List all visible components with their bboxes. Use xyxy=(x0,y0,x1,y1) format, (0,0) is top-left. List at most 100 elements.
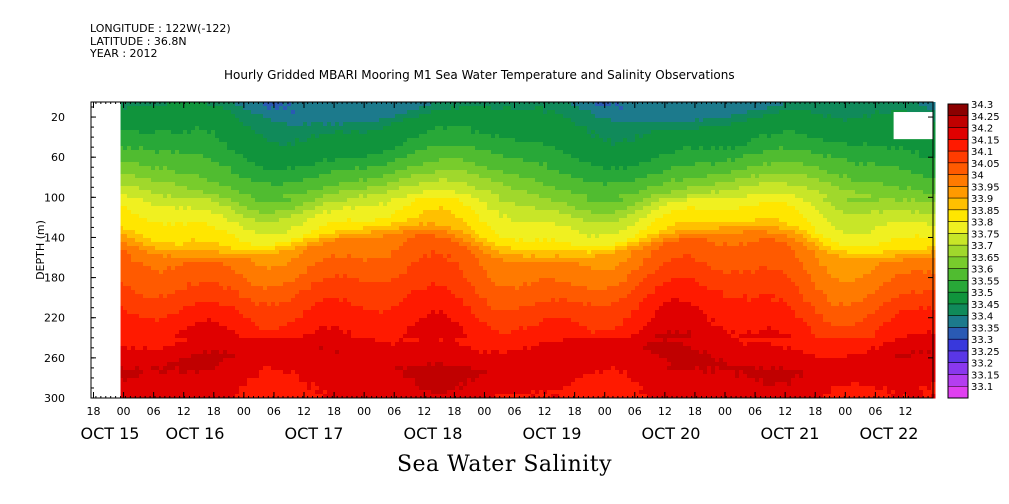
heatmap-cell xyxy=(151,342,156,347)
heatmap-cell xyxy=(295,282,300,287)
heatmap-cell xyxy=(231,134,236,139)
heatmap-cell xyxy=(267,178,272,183)
heatmap-cell xyxy=(307,370,312,375)
heatmap-cell xyxy=(167,250,172,255)
heatmap-cell xyxy=(147,166,152,171)
heatmap-cell xyxy=(335,390,340,395)
heatmap-cell xyxy=(331,202,336,207)
heatmap-cell xyxy=(267,382,272,387)
heatmap-cell xyxy=(355,366,360,371)
heatmap-cell xyxy=(135,114,140,119)
heatmap-cell xyxy=(147,366,152,371)
heatmap-cell xyxy=(335,298,340,303)
heatmap-cell xyxy=(343,366,348,371)
heatmap-cell xyxy=(151,310,156,315)
heatmap-cell xyxy=(359,178,364,183)
heatmap-cell xyxy=(355,318,360,323)
heatmap-cell xyxy=(287,270,292,275)
heatmap-cell xyxy=(151,350,156,355)
heatmap-cell xyxy=(191,302,196,307)
heatmap-cell xyxy=(311,226,316,231)
heatmap-cell xyxy=(183,314,188,319)
heatmap-cell xyxy=(155,310,160,315)
heatmap-cell xyxy=(311,122,316,127)
heatmap-cell xyxy=(187,186,192,191)
heatmap-cell xyxy=(287,118,292,123)
heatmap-cell xyxy=(195,338,200,343)
heatmap-cell xyxy=(179,254,184,259)
heatmap-cell xyxy=(159,118,164,123)
heatmap-cell xyxy=(311,222,316,227)
heatmap-cell xyxy=(227,342,232,347)
heatmap-cell xyxy=(271,234,276,239)
heatmap-cell xyxy=(339,310,344,315)
heatmap-cell xyxy=(275,390,280,395)
heatmap-cell xyxy=(207,278,212,283)
heatmap-cell xyxy=(263,378,268,383)
heatmap-cell xyxy=(299,342,304,347)
heatmap-cell xyxy=(199,274,204,279)
heatmap-cell xyxy=(299,122,304,127)
heatmap-cell xyxy=(203,198,208,203)
heatmap-cell xyxy=(147,334,152,339)
heatmap-cell xyxy=(227,114,232,119)
heatmap-cell xyxy=(143,290,148,295)
heatmap-cell xyxy=(179,154,184,159)
heatmap-cell xyxy=(287,346,292,351)
heatmap-cell xyxy=(279,294,284,299)
heatmap-cell xyxy=(227,254,232,259)
heatmap-cell xyxy=(179,390,184,395)
heatmap-cell xyxy=(291,338,296,343)
heatmap-cell xyxy=(167,350,172,355)
heatmap-cell xyxy=(283,182,288,187)
heatmap-cell xyxy=(183,338,188,343)
heatmap-cell xyxy=(323,262,328,267)
heatmap-cell xyxy=(179,230,184,235)
heatmap-cell xyxy=(211,130,216,135)
heatmap-cell xyxy=(139,218,144,223)
heatmap-cell xyxy=(299,178,304,183)
heatmap-cell xyxy=(319,342,324,347)
heatmap-cell xyxy=(235,378,240,383)
heatmap-cell xyxy=(331,322,336,327)
heatmap-cell xyxy=(227,294,232,299)
heatmap-cell xyxy=(267,214,272,219)
heatmap-cell xyxy=(135,274,140,279)
heatmap-cell xyxy=(119,218,124,223)
heatmap-cell xyxy=(227,242,232,247)
heatmap-cell xyxy=(219,346,224,351)
heatmap-cell xyxy=(223,310,228,315)
heatmap-cell xyxy=(327,138,332,143)
heatmap-cell xyxy=(143,386,148,391)
heatmap-cell xyxy=(303,374,308,379)
heatmap-cell xyxy=(123,274,128,279)
heatmap-cell xyxy=(263,242,268,247)
heatmap-cell xyxy=(319,242,324,247)
heatmap-cell xyxy=(131,178,136,183)
heatmap-cell xyxy=(239,122,244,127)
heatmap-cell xyxy=(295,250,300,255)
heatmap-cell xyxy=(251,154,256,159)
heatmap-cell xyxy=(275,382,280,387)
heatmap-cell xyxy=(135,118,140,123)
heatmap-cell xyxy=(203,186,208,191)
heatmap-cell xyxy=(339,210,344,215)
heatmap-cell xyxy=(315,310,320,315)
heatmap-cell xyxy=(143,110,148,115)
heatmap-cell xyxy=(231,214,236,219)
heatmap-cell xyxy=(199,206,204,211)
heatmap-cell xyxy=(355,178,360,183)
heatmap-cell xyxy=(183,238,188,243)
heatmap-cell xyxy=(295,238,300,243)
heatmap-cell xyxy=(203,142,208,147)
heatmap-cell xyxy=(327,222,332,227)
heatmap-cell xyxy=(147,226,152,231)
heatmap-cell xyxy=(335,210,340,215)
heatmap-cell xyxy=(231,322,236,327)
heatmap-cell xyxy=(323,110,328,115)
heatmap-cell xyxy=(295,378,300,383)
heatmap-cell xyxy=(183,154,188,159)
heatmap-cell xyxy=(271,122,276,127)
heatmap-cell xyxy=(199,318,204,323)
heatmap-cell xyxy=(275,302,280,307)
